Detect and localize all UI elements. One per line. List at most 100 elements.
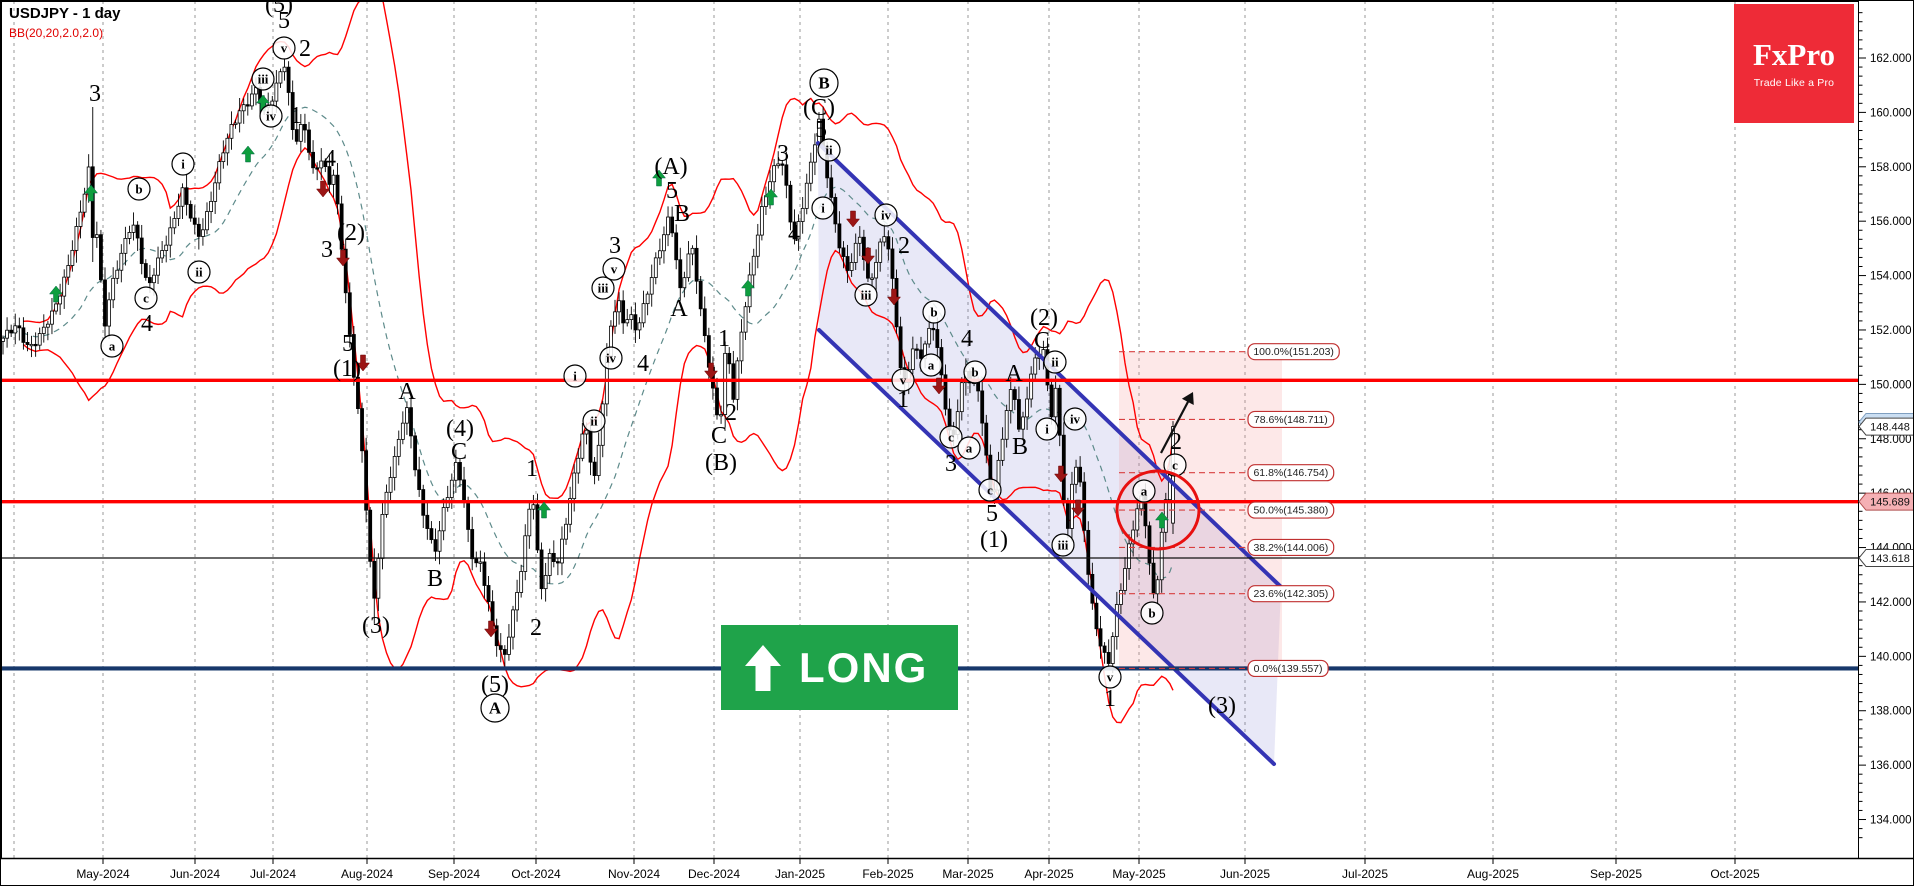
sell-arrow-icon <box>1070 499 1086 517</box>
buy-arrow-icon <box>1154 511 1170 529</box>
sell-arrow-icon <box>335 249 351 267</box>
wave-label: 4 <box>141 311 153 337</box>
wave-label: (4) <box>446 416 474 442</box>
wave-label: a <box>1141 484 1148 499</box>
wave-label: A <box>489 699 502 718</box>
y-axis-label: 148.000 <box>1870 434 1912 446</box>
wave-label-circle <box>874 203 898 227</box>
x-axis-label: Feb-2025 <box>862 867 914 881</box>
wave-label-circle <box>100 334 124 358</box>
wave-label-circle <box>127 177 151 201</box>
wave-label: iv <box>881 208 892 223</box>
buy-arrow-icon <box>240 145 256 163</box>
fib-label-box <box>1247 538 1335 557</box>
wave-label: 2 <box>530 615 542 641</box>
wave-label-circle <box>1132 479 1156 503</box>
x-axis-label: Jul-2025 <box>1342 867 1388 881</box>
wave-label-circle <box>817 138 841 162</box>
x-axis-label: Jan-2025 <box>775 867 825 881</box>
wave-label-circle <box>602 257 626 281</box>
wave-label: c <box>987 483 993 498</box>
sell-arrow-icon <box>931 377 947 395</box>
wave-label: 1 <box>897 387 909 413</box>
price-tag <box>1858 492 1913 511</box>
wave-label: 1 <box>1104 686 1116 712</box>
wave-label: B <box>427 566 443 592</box>
buy-arrow-icon <box>536 501 552 519</box>
wave-label-circle <box>957 436 981 460</box>
wave-label: 1 <box>526 456 538 482</box>
fib-label-box <box>1247 343 1340 361</box>
price-tag-value: 148.448 <box>1870 422 1910 434</box>
wave-label: C <box>1034 328 1050 354</box>
wave-label-circle <box>259 104 283 128</box>
wave-label-circle <box>272 36 296 60</box>
wave-label: B <box>1012 434 1028 460</box>
wave-label: v <box>1107 670 1114 685</box>
buy-arrow-icon <box>651 169 667 187</box>
fib-label-box <box>1247 464 1335 482</box>
bb-midline <box>2 106 1174 585</box>
fib-label: 100.0%(151.203) <box>1253 346 1334 358</box>
wave-label-circle <box>187 260 211 284</box>
wave-label-circle <box>1063 407 1087 431</box>
wave-label: ii <box>825 143 833 158</box>
wave-label: iv <box>1070 412 1081 427</box>
wave-label: (2) <box>337 220 365 246</box>
sell-arrow-icon <box>1053 465 1069 483</box>
y-axis-label: 156.000 <box>1870 216 1912 228</box>
wave-label: 2 <box>898 233 910 259</box>
wave-label: 4 <box>324 146 336 172</box>
wave-label: b <box>1148 606 1155 621</box>
logo-tagline: Trade Like a Pro <box>1753 76 1835 89</box>
wave-label-circle <box>809 68 839 98</box>
wave-label: i <box>573 369 577 384</box>
wave-label: b <box>135 182 142 197</box>
y-axis-label: 158.000 <box>1870 162 1912 174</box>
wave-label: (2) <box>1030 305 1058 331</box>
x-axis-label: Oct-2024 <box>511 867 561 881</box>
wave-label-circle <box>582 409 606 433</box>
x-axis-label: May-2024 <box>76 867 130 881</box>
wave-label-circle <box>922 300 946 324</box>
wave-label: (3) <box>362 613 390 639</box>
wave-label: 5 <box>666 178 678 204</box>
wave-label: (5) <box>265 1 293 18</box>
long-label: LONG <box>799 643 929 691</box>
buy-arrow-icon <box>740 279 756 297</box>
wave-label-circle <box>1051 533 1075 557</box>
x-axis-label: Aug-2025 <box>1467 867 1519 881</box>
x-axis-label: Sep-2024 <box>428 867 480 881</box>
buy-arrow-icon <box>83 184 99 202</box>
wave-label: 3 <box>609 233 621 259</box>
wave-label-circle <box>891 368 915 392</box>
wave-label: 4 <box>961 326 973 352</box>
wave-label: 1 <box>718 326 730 352</box>
sell-arrow-icon <box>355 354 371 372</box>
wave-label: a <box>928 358 935 373</box>
wave-label: (A) <box>654 154 687 180</box>
fib-label: 50.0%(145.380) <box>1253 505 1328 517</box>
fib-label: 23.6%(142.305) <box>1253 588 1328 600</box>
y-axis-label: 162.000 <box>1870 53 1912 65</box>
sell-arrow-icon <box>483 620 499 638</box>
fib-label: 61.8%(146.754) <box>1253 467 1328 479</box>
wave-label: iii <box>258 72 269 87</box>
wave-label: (1) <box>980 527 1008 553</box>
wave-label: b <box>971 365 978 380</box>
sell-arrow-icon <box>886 288 902 306</box>
x-axis-label: Jun-2025 <box>1220 867 1270 881</box>
wave-label: v <box>611 262 618 277</box>
sell-arrow-icon <box>315 180 331 198</box>
wave-label: c <box>948 430 954 445</box>
wave-label: A <box>398 379 416 405</box>
price-tag-value: 145.689 <box>1870 497 1910 509</box>
wave-label: (3) <box>1208 693 1236 719</box>
x-axis-label: Oct-2025 <box>1710 867 1760 881</box>
wave-label: 5 <box>342 331 354 357</box>
wave-label: ii <box>1051 355 1059 370</box>
